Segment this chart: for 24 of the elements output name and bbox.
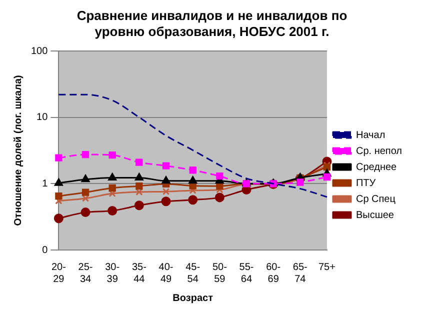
y-tick-label: 1 — [42, 178, 48, 190]
chart-title: Сравнение инвалидов и не инвалидов по уровню образования, НОБУС 2001 г. — [76, 8, 348, 41]
x-tick-label: 50-59 — [212, 262, 227, 285]
x-tick-label: 45-54 — [186, 262, 200, 285]
y-axis-title: Отношение долей (лог. шкала) — [12, 75, 24, 226]
legend-label: Начал — [356, 130, 386, 141]
x-tick-label: 75+ — [318, 262, 336, 273]
x-tick-label: 40-49 — [158, 262, 174, 285]
x-tick-label: 30-39 — [105, 262, 120, 285]
y-tick-label: 100 — [30, 46, 48, 57]
x-tick-label: 25-34 — [78, 262, 93, 285]
x-tick-label: 60-69 — [266, 262, 281, 285]
x-tick-label: 35-44 — [132, 262, 146, 285]
x-axis-title: Возраст — [172, 292, 214, 304]
x-tick-label: 55-64 — [239, 262, 254, 285]
x-tick-label: 20-29 — [51, 262, 66, 285]
y-tick-label: 0 — [42, 244, 48, 256]
legend-label: Ср Спец — [356, 194, 396, 205]
x-tick-label: 65-74 — [292, 262, 308, 285]
legend-label: Среднее — [356, 162, 398, 173]
legend-label: Высшее — [356, 210, 394, 221]
y-tick-label: 10 — [36, 112, 48, 124]
legend-label: ПТУ — [356, 178, 376, 189]
legend-label: Ср. непол — [356, 146, 402, 157]
